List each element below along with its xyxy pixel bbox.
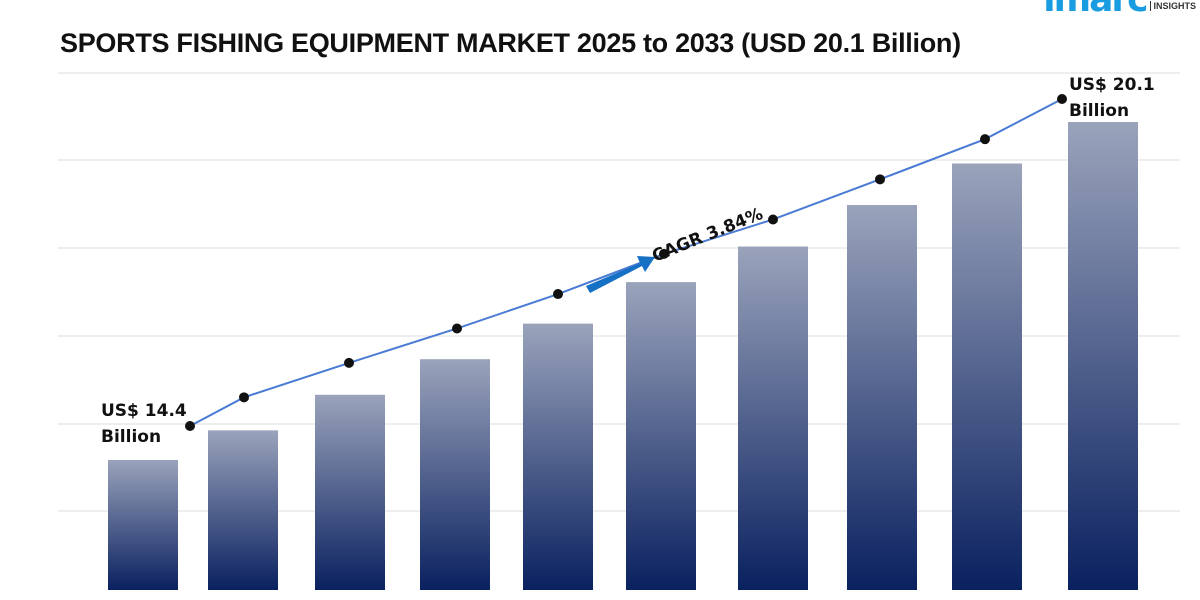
trend-line — [189, 98, 1063, 427]
start-value-unit: Billion — [101, 427, 161, 447]
end-value-label: US$ 20.1 — [1069, 75, 1155, 95]
cagr-arrow — [586, 256, 655, 293]
start-value-label: US$ 14.4 — [101, 401, 187, 421]
imarc-logo: imarc — [1043, 0, 1148, 18]
line-point — [239, 392, 249, 403]
bar — [108, 460, 178, 590]
line-point — [553, 289, 563, 300]
bar — [626, 282, 696, 590]
line-point — [875, 174, 885, 185]
bar — [847, 205, 917, 590]
line-point — [980, 134, 990, 145]
end-value-unit: Billion — [1069, 101, 1129, 121]
line-point — [659, 248, 669, 259]
line-point — [452, 323, 462, 334]
bar — [1068, 122, 1138, 590]
line-point — [344, 357, 354, 368]
line-point — [768, 214, 778, 225]
line-point — [1057, 94, 1067, 104]
bar — [420, 359, 490, 590]
line-point — [185, 421, 195, 431]
bar — [738, 246, 808, 591]
bar — [523, 323, 593, 590]
bar — [952, 163, 1022, 590]
bar — [315, 394, 385, 590]
logo-subtitle: INSIGHTS — [1150, 1, 1196, 11]
chart-title: SPORTS FISHING EQUIPMENT MARKET 2025 to … — [60, 28, 961, 58]
bar — [208, 430, 278, 590]
logo-group: imarc INSIGHTS — [1043, 0, 1196, 18]
